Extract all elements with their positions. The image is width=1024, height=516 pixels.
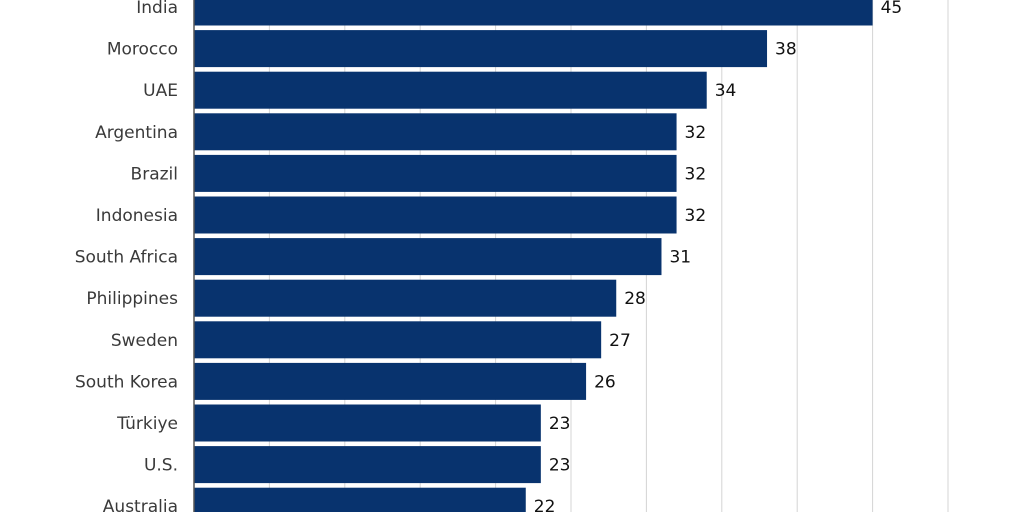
bar [194, 238, 662, 276]
value-label: 32 [685, 164, 707, 184]
bar [194, 196, 677, 234]
value-label: 22 [534, 497, 556, 512]
bar [194, 362, 587, 400]
y-tick-label: South Africa [75, 248, 178, 268]
value-label: 34 [715, 81, 737, 101]
y-tick-label: India [136, 0, 178, 18]
y-tick-label: Australia [103, 497, 178, 512]
bar [194, 404, 541, 442]
value-label: 23 [549, 414, 571, 434]
bar [194, 30, 768, 68]
value-label: 27 [609, 331, 631, 351]
bar [194, 154, 677, 192]
value-label: 45 [881, 0, 903, 18]
y-tick-label: Philippines [86, 289, 178, 309]
y-tick-label: Sweden [111, 331, 178, 351]
y-tick-label: Morocco [107, 40, 178, 60]
value-label: 23 [549, 456, 571, 476]
bar [194, 321, 602, 359]
value-label: 28 [624, 289, 646, 309]
bar [194, 279, 617, 317]
bar [194, 446, 541, 484]
value-label: 26 [594, 372, 616, 392]
y-tick-label: South Korea [75, 372, 178, 392]
bar [194, 71, 707, 109]
bar [194, 113, 677, 151]
bar [194, 487, 526, 516]
y-tick-label: Brazil [131, 164, 178, 184]
bar [194, 0, 873, 26]
value-label: 31 [669, 248, 691, 268]
y-tick-label: U.S. [144, 456, 178, 476]
y-tick-label: Türkiye [116, 414, 178, 434]
value-label: 32 [685, 206, 707, 226]
y-tick-label: UAE [143, 81, 178, 101]
value-label: 32 [685, 123, 707, 143]
y-tick-label: Indonesia [96, 206, 178, 226]
y-tick-label: Argentina [95, 123, 178, 143]
value-label: 38 [775, 40, 797, 60]
